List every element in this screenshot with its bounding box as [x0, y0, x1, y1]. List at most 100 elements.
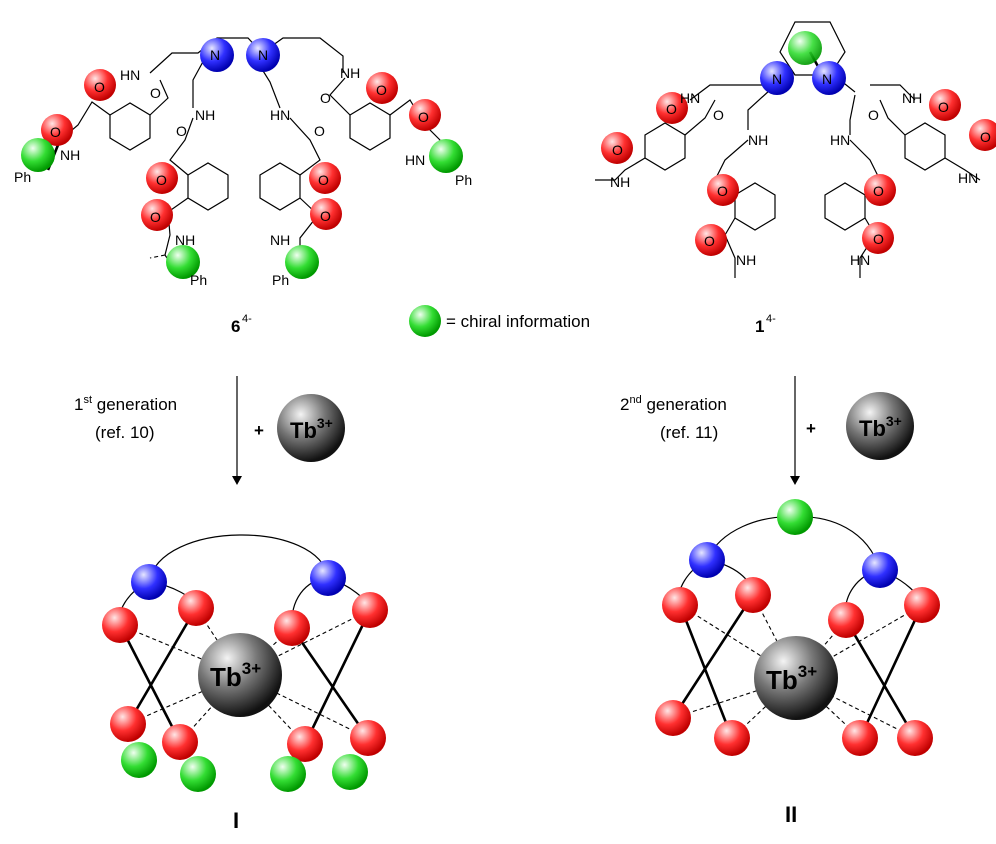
ligand-6-nitrogen-spheres: [200, 38, 280, 72]
nitrogen-sphere: [246, 38, 280, 72]
atom-label: HN: [680, 90, 700, 106]
nitrogen-sphere: [812, 61, 846, 95]
atom-label: O: [873, 183, 884, 199]
chiral-sphere: [166, 245, 200, 279]
atom-label: O: [713, 107, 724, 123]
terbium-center-label: Tb3+: [210, 659, 261, 692]
oxygen-sphere: [656, 92, 688, 124]
atom-label: NH: [195, 107, 215, 123]
chiral-sphere: [777, 499, 813, 535]
atom-label: NH: [902, 90, 922, 106]
atom-label: O: [314, 123, 325, 139]
reaction-arrow-right: 2nd generation (ref. 11) + Tb3+: [620, 376, 914, 485]
oxygen-sphere: [310, 198, 342, 230]
oxygen-sphere: [274, 610, 310, 646]
ligand-1-chiral-spheres: [788, 31, 822, 65]
oxygen-sphere: [178, 590, 214, 626]
atom-label: O: [320, 90, 331, 106]
atom-label: HN: [405, 152, 425, 168]
chiral-legend-text: = chiral information: [446, 312, 590, 331]
atom-label: O: [150, 209, 161, 225]
atom-label: Ph: [272, 272, 289, 288]
terbium-center: [198, 633, 282, 717]
ligand-1-structure: [595, 21, 981, 278]
ligand-6-oxygen-spheres: [41, 69, 441, 231]
atom-label: NH: [340, 65, 360, 81]
nitrogen-sphere: [760, 61, 794, 95]
svg-text:4-: 4-: [242, 313, 252, 325]
chiral-sphere: [180, 756, 216, 792]
oxygen-sphere: [735, 577, 771, 613]
chiral-sphere: [285, 245, 319, 279]
chiral-legend: = chiral information: [409, 305, 590, 337]
oxygen-sphere: [828, 602, 864, 638]
atom-label: HN: [850, 252, 870, 268]
oxygen-sphere: [864, 174, 896, 206]
atom-label: O: [666, 101, 677, 117]
oxygen-sphere: [110, 706, 146, 742]
generation-label-left: 1st generation: [74, 394, 177, 414]
atom-label: O: [704, 233, 715, 249]
chiral-sphere: [121, 742, 157, 778]
atom-label: NH: [736, 252, 756, 268]
oxygen-sphere: [409, 99, 441, 131]
atom-label: HN: [120, 67, 140, 83]
complex-label-II: II: [785, 802, 797, 827]
atom-label: NH: [270, 232, 290, 248]
atom-label: O: [376, 82, 387, 98]
nitrogen-sphere: [200, 38, 234, 72]
atom-label: NH: [610, 174, 630, 190]
oxygen-sphere: [662, 587, 698, 623]
atom-label: N: [772, 71, 782, 87]
atom-label: O: [50, 124, 61, 140]
oxygen-sphere: [897, 720, 933, 756]
oxygen-sphere: [695, 224, 727, 256]
plus-sign: +: [254, 421, 264, 440]
plus-sign: +: [806, 419, 816, 438]
atom-label: O: [873, 231, 884, 247]
atom-label: O: [418, 109, 429, 125]
ligand-1-nitrogen-spheres: [760, 61, 846, 95]
oxygen-sphere: [84, 69, 116, 101]
oxygen-sphere: [601, 132, 633, 164]
atom-label: O: [868, 107, 879, 123]
oxygen-sphere: [842, 720, 878, 756]
nitrogen-sphere: [131, 564, 167, 600]
atom-label: HN: [830, 132, 850, 148]
atom-label: Ph: [14, 169, 31, 185]
reference-left: (ref. 10): [95, 423, 155, 442]
atom-label: O: [94, 79, 105, 95]
atom-label: NH: [175, 232, 195, 248]
terbium-label: Tb3+: [859, 413, 902, 441]
oxygen-sphere: [350, 720, 386, 756]
atom-label: O: [156, 172, 167, 188]
terbium-ion-sphere: [277, 394, 345, 462]
generation-label-right: 2nd generation: [620, 394, 727, 414]
oxygen-sphere: [287, 726, 323, 762]
oxygen-sphere: [366, 72, 398, 104]
atom-label: O: [612, 142, 623, 158]
oxygen-sphere: [904, 587, 940, 623]
terbium-center: [754, 636, 838, 720]
compound-label-6: 6 4-: [231, 313, 252, 336]
terbium-center-label: Tb3+: [766, 662, 817, 695]
nitrogen-sphere: [862, 552, 898, 588]
atom-label: HN: [270, 107, 290, 123]
complex-I-schematic: Tb3+ I: [102, 534, 388, 833]
oxygen-sphere: [352, 592, 388, 628]
compound-label-1: 1 4-: [755, 313, 776, 336]
reaction-arrow-left: 1st generation (ref. 10) + Tb3+: [74, 376, 345, 485]
oxygen-sphere: [41, 114, 73, 146]
svg-text:4-: 4-: [766, 313, 776, 325]
oxygen-sphere: [162, 724, 198, 760]
atom-label: N: [258, 47, 268, 63]
chiral-sphere: [429, 139, 463, 173]
ligand-6-atom-labels: N N HN NH NH HN O O O O O O O O O O O O …: [14, 47, 472, 288]
atom-label: O: [320, 208, 331, 224]
ligand-1-atom-labels: N N HN NH NH HN O O O O O O O O O O NH H…: [610, 71, 991, 268]
terbium-label: Tb3+: [290, 415, 333, 443]
complex-label-I: I: [233, 808, 239, 833]
ligand-1-oxygen-spheres: [601, 89, 996, 256]
oxygen-sphere: [309, 162, 341, 194]
oxygen-sphere: [141, 199, 173, 231]
